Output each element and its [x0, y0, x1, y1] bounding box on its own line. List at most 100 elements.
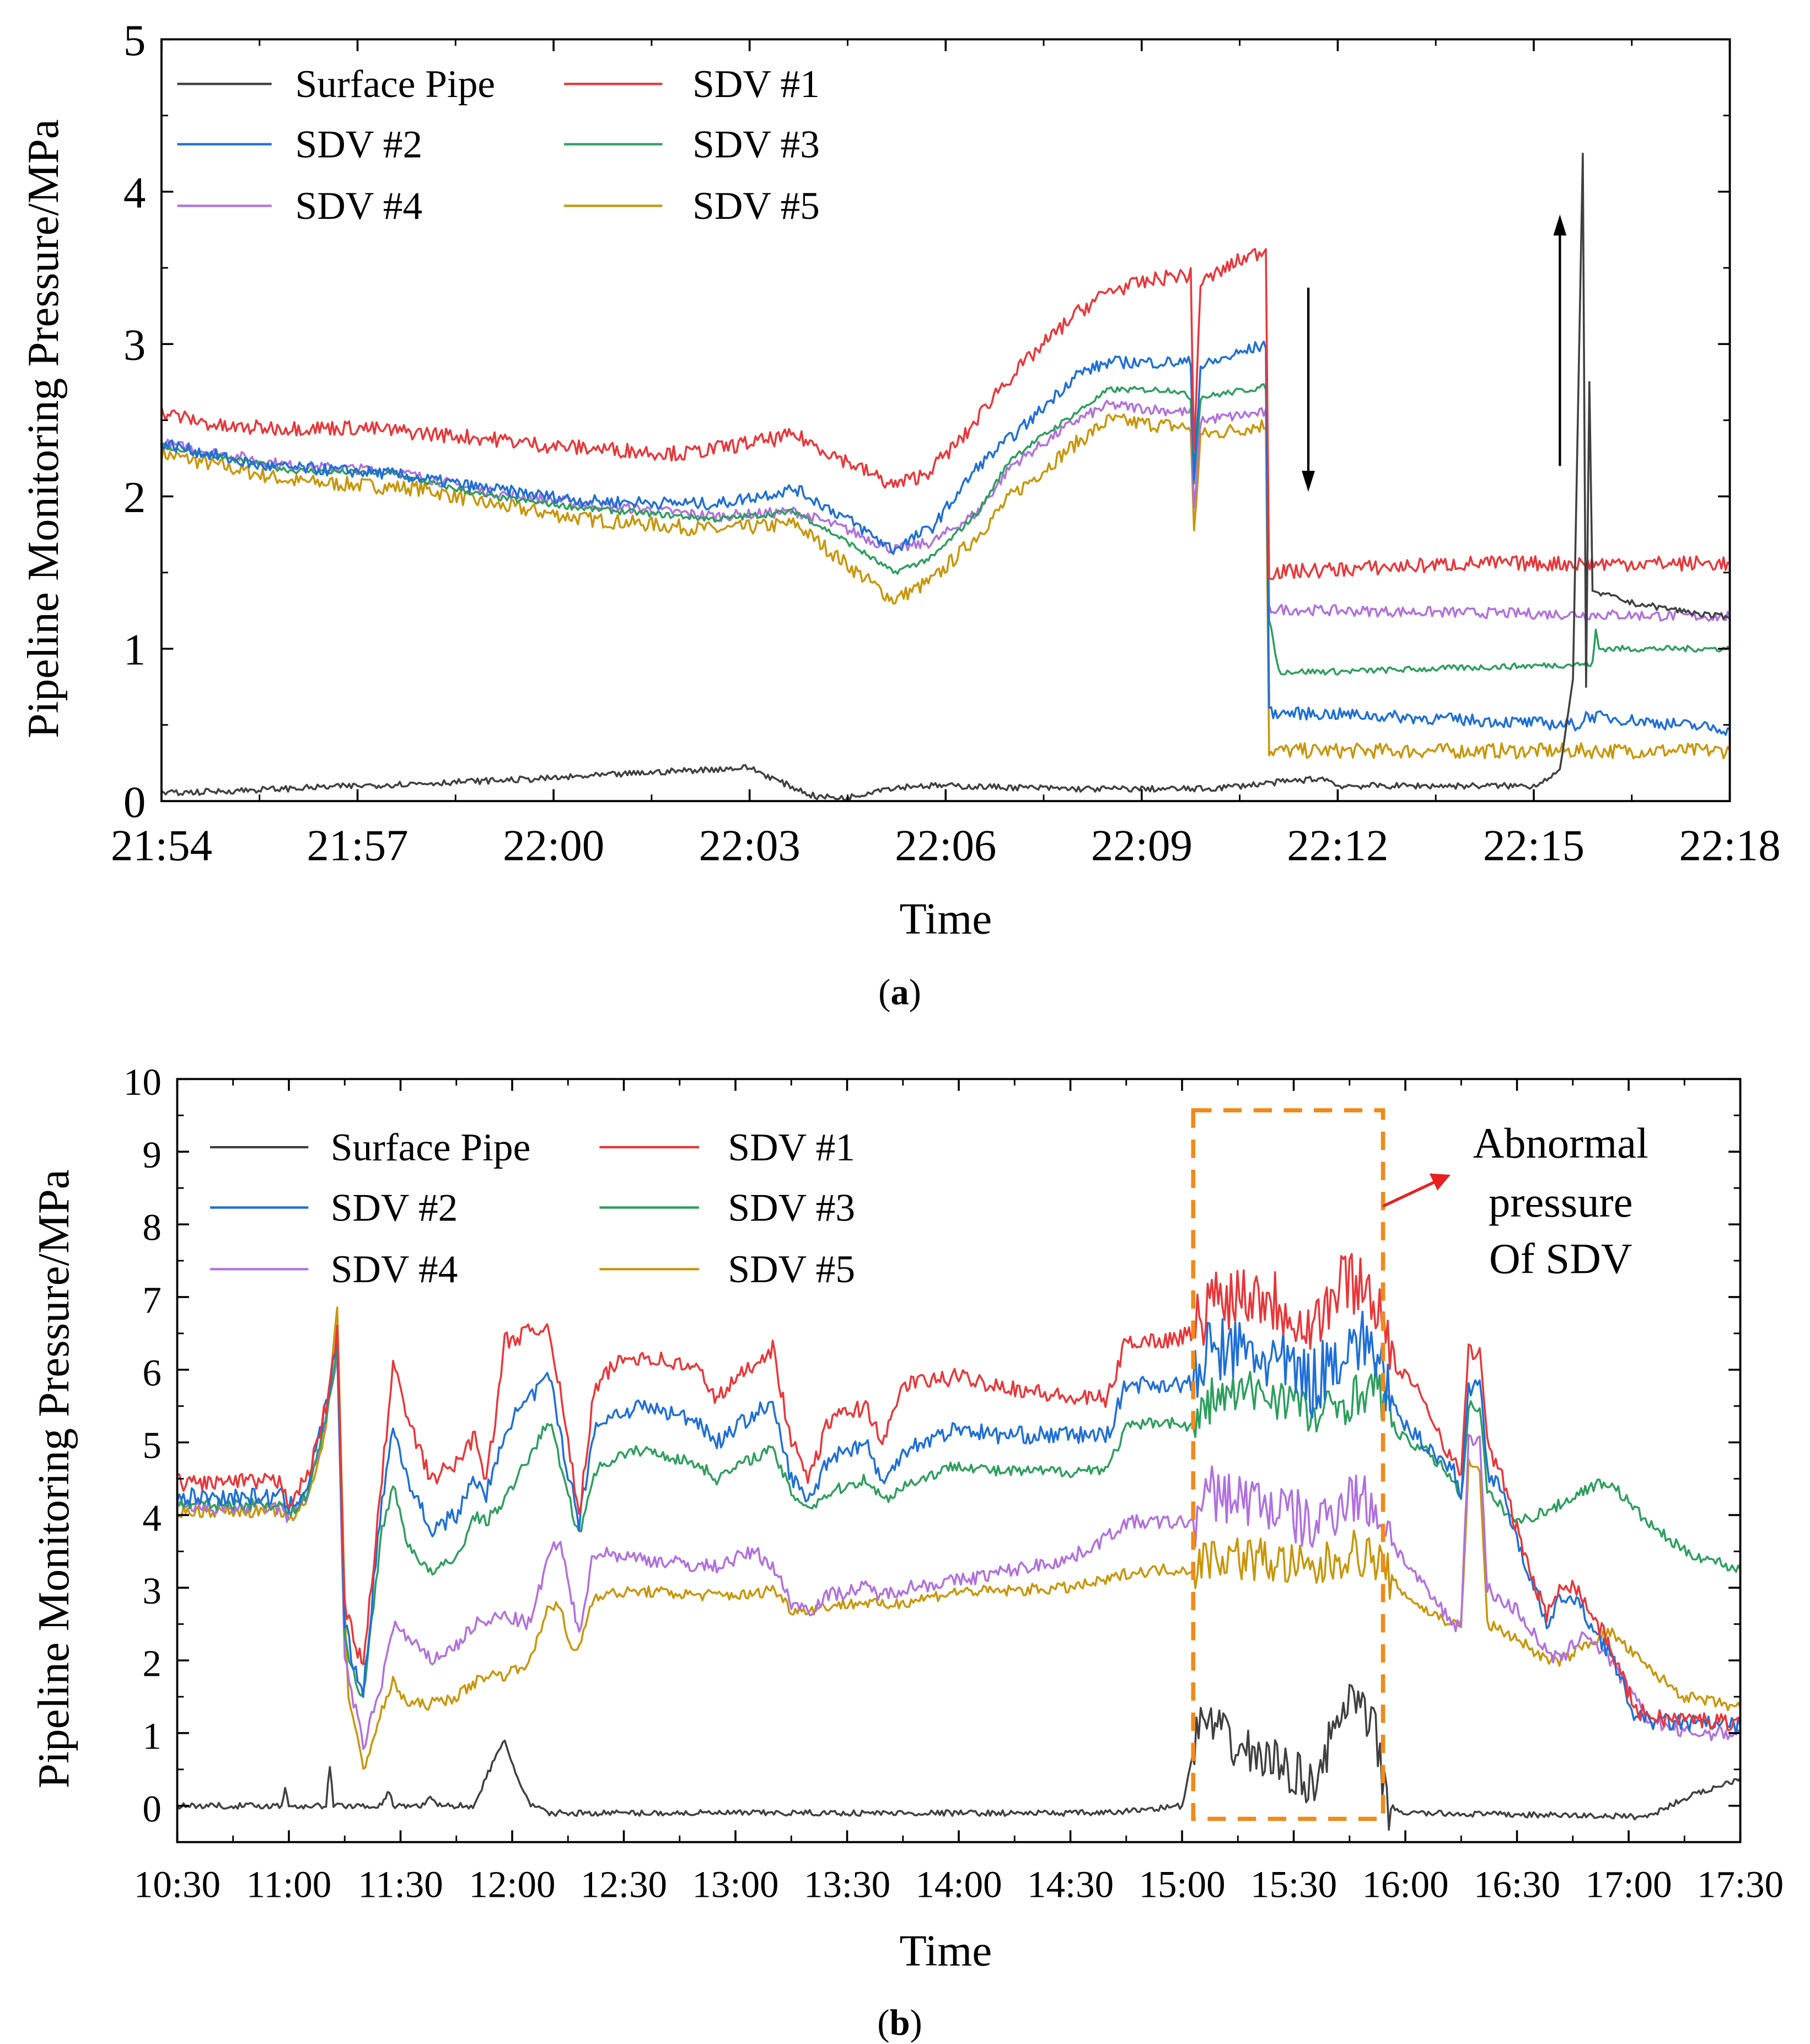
- annotation-line-1: Abnormal: [1473, 1119, 1648, 1167]
- panel-b-legend: Surface Pipe SDV #1 SDV #2 SDV #3 SDV #4 SDV …: [210, 1126, 855, 1291]
- x-tick-label: 16:30: [1474, 1864, 1560, 1906]
- panel-a-y-axis-title: Pipeline Monitoring Pressure/MPa: [19, 119, 68, 738]
- x-tick-label: 13:00: [692, 1864, 778, 1906]
- series-line-sdv-2: [160, 340, 1731, 736]
- legend-label: SDV #4: [296, 184, 423, 228]
- legend-label: SDV #1: [728, 1126, 855, 1169]
- abnormal-pressure-annotation: Abnormal pressure Of SDV: [1191, 1108, 1648, 1821]
- x-tick-label: 22:03: [699, 821, 801, 870]
- y-tick-label: 0: [142, 1788, 161, 1830]
- panel-a-caption: (a): [878, 972, 921, 1013]
- series-line-surface-pipe: [176, 1683, 1741, 1831]
- x-tick-label: 10:30: [134, 1864, 221, 1906]
- x-tick-label: 15:30: [1250, 1864, 1337, 1906]
- legend-label: SDV #5: [692, 184, 820, 228]
- x-tick-label: 22:09: [1091, 821, 1193, 870]
- series-line-sdv-3: [161, 383, 1731, 676]
- panel-a-legend: Surface Pipe SDV #1 SDV #2 SDV #3 SDV #4 SDV …: [177, 62, 820, 228]
- series-line-sdv-5: [177, 1306, 1742, 1770]
- legend-item: SDV #1: [599, 1126, 855, 1169]
- series-line-sdv-4: [176, 1351, 1742, 1750]
- x-tick-label: 17:30: [1697, 1864, 1784, 1906]
- x-tick-label: 22:12: [1287, 821, 1388, 870]
- legend-label: Surface Pipe: [331, 1126, 531, 1169]
- legend-label: SDV #5: [728, 1247, 855, 1291]
- y-tick-label: 4: [142, 1497, 161, 1539]
- y-tick-label: 2: [142, 1643, 161, 1685]
- legend-item: SDV #4: [177, 184, 422, 228]
- panel-b-ticks: 0 1 2 3 4 5 6 7 8 9 10 10:30 11:00 11:30 12:00 12:30 13:…: [123, 1061, 1784, 1906]
- series-line-sdv-4: [160, 400, 1731, 622]
- legend-item: SDV #5: [599, 1247, 855, 1291]
- legend-item: SDV #3: [564, 122, 820, 166]
- x-tick-label: 12:30: [581, 1864, 667, 1906]
- y-tick-label: 8: [142, 1207, 161, 1249]
- x-tick-label: 22:06: [895, 821, 996, 870]
- legend-item: SDV #1: [564, 62, 820, 106]
- arrow-down-icon: [1302, 471, 1315, 492]
- panel-b-chart: 0 1 2 3 4 5 6 7 8 9 10 10:30 11:00 11:30 12:00 12:30 13:…: [29, 1061, 1784, 2043]
- y-tick-label: 7: [142, 1279, 161, 1321]
- legend-label: SDV #4: [331, 1247, 458, 1291]
- series-line-sdv-3: [176, 1348, 1742, 1697]
- series-line-sdv-5: [160, 413, 1731, 760]
- panel-a-chart: 0 1 2 3 4 5 21:54 21:57 22:00 22:03 22:06 22:09 22:1…: [19, 16, 1781, 1013]
- panel-b-plot-frame: [176, 1078, 1742, 1843]
- y-tick-label: 3: [123, 321, 146, 370]
- y-tick-label: 5: [123, 16, 146, 65]
- legend-label: SDV #1: [692, 62, 820, 106]
- annotation-arrow-line: [1382, 1180, 1437, 1208]
- x-tick-label: 22:18: [1679, 821, 1780, 870]
- x-tick-label: 17:00: [1586, 1864, 1672, 1906]
- y-tick-label: 3: [142, 1570, 161, 1612]
- series-line-surface-pipe: [161, 152, 1731, 802]
- y-tick-label: 6: [142, 1352, 161, 1394]
- x-tick-label: 13:30: [804, 1864, 890, 1906]
- y-tick-label: 2: [123, 473, 146, 522]
- panel-b-caption-letter: b: [889, 2003, 910, 2043]
- panel-b-y-axis-title: Pipeline Monitoring Pressure/MPa: [29, 1169, 78, 1788]
- panel-a-series: [160, 152, 1731, 802]
- x-tick-label: 21:57: [307, 821, 408, 870]
- y-tick-label: 1: [142, 1715, 161, 1757]
- panel-a-caption-letter: a: [890, 972, 909, 1013]
- legend-item: Surface Pipe: [210, 1126, 530, 1169]
- x-tick-label: 22:15: [1483, 821, 1585, 870]
- legend-item: SDV #3: [599, 1186, 855, 1229]
- arrow-up-icon: [1553, 214, 1567, 236]
- legend-label: Surface Pipe: [296, 62, 496, 106]
- panel-a-plot-frame: [160, 38, 1731, 803]
- legend-label: SDV #3: [692, 122, 820, 166]
- abnormal-region-box: [1191, 1108, 1385, 1821]
- legend-label: SDV #3: [728, 1186, 855, 1229]
- legend-label: SDV #2: [296, 122, 423, 166]
- series-line-sdv-1: [160, 248, 1731, 580]
- y-tick-label: 9: [142, 1134, 161, 1176]
- legend-item: SDV #2: [177, 122, 422, 166]
- x-tick-label: 14:30: [1027, 1864, 1114, 1906]
- legend-item: SDV #2: [210, 1186, 458, 1229]
- legend-label: SDV #2: [331, 1186, 458, 1229]
- x-tick-label: 11:30: [358, 1864, 443, 1906]
- y-tick-label: 0: [123, 778, 146, 827]
- x-tick-label: 11:00: [246, 1864, 332, 1906]
- x-tick-label: 12:00: [469, 1864, 555, 1906]
- panel-a-x-axis-title: Time: [899, 894, 992, 943]
- legend-item: Surface Pipe: [177, 62, 495, 106]
- y-tick-label: 1: [123, 625, 146, 674]
- legend-item: SDV #5: [564, 184, 820, 228]
- panel-b-series: [176, 1252, 1742, 1831]
- annotation-arrow-head-icon: [1429, 1173, 1451, 1191]
- series-line-sdv-2: [176, 1310, 1742, 1735]
- panel-a-ticks: 0 1 2 3 4 5 21:54 21:57 22:00 22:03 22:06 22:09 22:1…: [111, 16, 1781, 870]
- panel-b-x-axis-title: Time: [899, 1926, 992, 1975]
- x-tick-label: 22:00: [503, 821, 604, 870]
- y-tick-label: 5: [142, 1424, 161, 1466]
- panel-b-caption: (b): [877, 2003, 922, 2043]
- series-line-sdv-1: [177, 1252, 1742, 1731]
- annotation-line-3: Of SDV: [1489, 1234, 1632, 1282]
- y-tick-label: 10: [123, 1061, 162, 1103]
- x-tick-label: 21:54: [111, 821, 212, 870]
- annotation-line-2: pressure: [1489, 1178, 1632, 1226]
